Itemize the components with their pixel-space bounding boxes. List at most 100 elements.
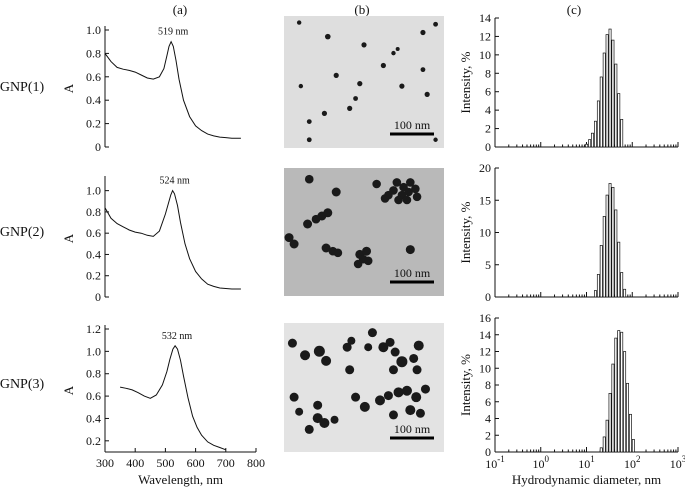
- nanoparticle: [306, 137, 312, 143]
- nanoparticle: [357, 81, 363, 87]
- x-tick-label: 400: [126, 456, 144, 470]
- y-tick-label: 5: [485, 258, 491, 272]
- peak-label: 532 nm: [162, 331, 193, 342]
- y-tick-label: 12: [479, 29, 491, 43]
- y-tick-label: 0.8: [86, 367, 101, 381]
- nanoparticle: [353, 96, 358, 101]
- y-tick-label: 14: [479, 11, 491, 25]
- y-tick-label: 20: [479, 161, 491, 175]
- nanoparticle: [359, 401, 370, 412]
- y-tick-label: 1.0: [86, 23, 101, 37]
- distribution-bar: [596, 274, 600, 298]
- nanoparticle: [378, 342, 389, 353]
- x-tick-label: 10-1: [485, 454, 505, 471]
- nanoparticle: [388, 365, 398, 375]
- y-tick-label: 10: [479, 226, 491, 240]
- panel-label-b: (b): [354, 2, 369, 17]
- y-tick-label: 0: [485, 445, 491, 459]
- y-tick-label: 0: [485, 140, 491, 154]
- nanoparticle: [330, 415, 339, 424]
- x-axis-title: Wavelength, nm: [138, 472, 223, 487]
- y-tick-label: 0.4: [86, 93, 101, 107]
- distribution-bar: [602, 52, 606, 148]
- x-tick-label: 600: [187, 456, 205, 470]
- x-tick-label: 300: [96, 456, 114, 470]
- nanoparticle: [401, 385, 412, 396]
- spectrum-panel-2: 0 0.2 0.4 0.6 0.8 1.0 A 524 nm: [61, 176, 241, 304]
- distribution-bar: [602, 436, 606, 453]
- nanoparticle: [388, 410, 398, 420]
- y-tick-label: 0.6: [86, 226, 101, 240]
- x-tick-label: 102: [624, 454, 641, 471]
- distribution-bar: [611, 187, 615, 298]
- nanoparticle: [372, 179, 381, 189]
- tem-image-3: 100 nm: [284, 323, 444, 452]
- nanoparticle: [405, 405, 416, 416]
- x-axis-title: Hydrodynamic diameter, nm: [512, 472, 661, 487]
- nanoparticle: [296, 20, 302, 25]
- nanoparticle: [402, 195, 412, 205]
- y-tick-label: 0.4: [86, 411, 101, 425]
- y-tick-label: 0: [485, 290, 491, 304]
- tem-background: [284, 16, 444, 148]
- nanoparticle: [289, 239, 299, 249]
- distribution-bar: [591, 132, 594, 148]
- y-axis-title: Intensity, %: [458, 201, 473, 263]
- distribution-bar: [614, 337, 618, 453]
- y-tick-label: 0: [95, 290, 101, 304]
- y-axis-title: Intensity, %: [458, 51, 473, 113]
- nanoparticle: [433, 137, 438, 142]
- y-tick-label: 0.6: [86, 389, 101, 403]
- scale-bar-label: 100 nm: [394, 118, 431, 132]
- x-tick-label: 500: [156, 456, 174, 470]
- y-tick-label: 1.0: [86, 184, 101, 198]
- distribution-bar: [620, 119, 624, 148]
- nanoparticle: [364, 343, 373, 352]
- absorbance-curve: [104, 40, 241, 139]
- distribution-bar: [620, 331, 624, 453]
- tem-image-1: 100 nm: [284, 16, 444, 148]
- spectrum-panel-1: 0 0.2 0.4 0.6 0.8 1.0 A 519 nm: [61, 23, 241, 154]
- y-tick-label: 0.2: [86, 117, 101, 131]
- nanoparticle: [412, 192, 422, 202]
- peak-label: 524 nm: [160, 176, 191, 187]
- y-tick-label: 4: [485, 412, 491, 426]
- distribution-bar: [608, 28, 612, 148]
- y-tick-label: 0: [95, 140, 101, 154]
- nanoparticle: [392, 178, 402, 187]
- nanoparticle: [411, 184, 420, 194]
- distribution-panel-1: 0 2 4 6 8 10 12 14 Intensity, %: [458, 11, 679, 154]
- nanoparticle: [333, 248, 343, 258]
- row-label-3: GNP(3): [0, 377, 44, 392]
- nanoparticle: [319, 417, 330, 428]
- nanoparticle: [313, 400, 323, 410]
- nanoparticle: [409, 353, 419, 363]
- nanoparticle: [405, 245, 415, 255]
- distribution-bar: [594, 290, 597, 298]
- nanoparticle: [313, 345, 325, 357]
- nanoparticle: [380, 194, 390, 203]
- nanoparticle: [345, 365, 355, 375]
- y-tick-label: 8: [485, 66, 491, 80]
- nanoparticle: [289, 392, 299, 402]
- y-tick-label: 10: [479, 361, 491, 375]
- nanoparticle: [333, 72, 339, 78]
- row-label-1: GNP(1): [0, 80, 44, 95]
- nanoparticle: [321, 243, 331, 253]
- distribution-bar: [602, 216, 606, 298]
- nanoparticle: [420, 29, 426, 36]
- distribution-bar: [605, 194, 609, 298]
- nanoparticle: [367, 328, 377, 338]
- distribution-bar: [611, 363, 615, 453]
- y-tick-label: 0.4: [86, 247, 101, 261]
- distribution-bar: [611, 39, 615, 148]
- y-tick-label: 0.6: [86, 70, 101, 84]
- nanoparticle: [363, 256, 373, 266]
- nanoparticle: [411, 392, 422, 403]
- distribution-bar: [614, 209, 618, 298]
- nanoparticle: [351, 392, 361, 402]
- y-tick-label: 8: [485, 378, 491, 392]
- nanoparticle: [424, 91, 430, 97]
- y-axis-title: A: [61, 233, 76, 243]
- distribution-bar: [628, 413, 632, 453]
